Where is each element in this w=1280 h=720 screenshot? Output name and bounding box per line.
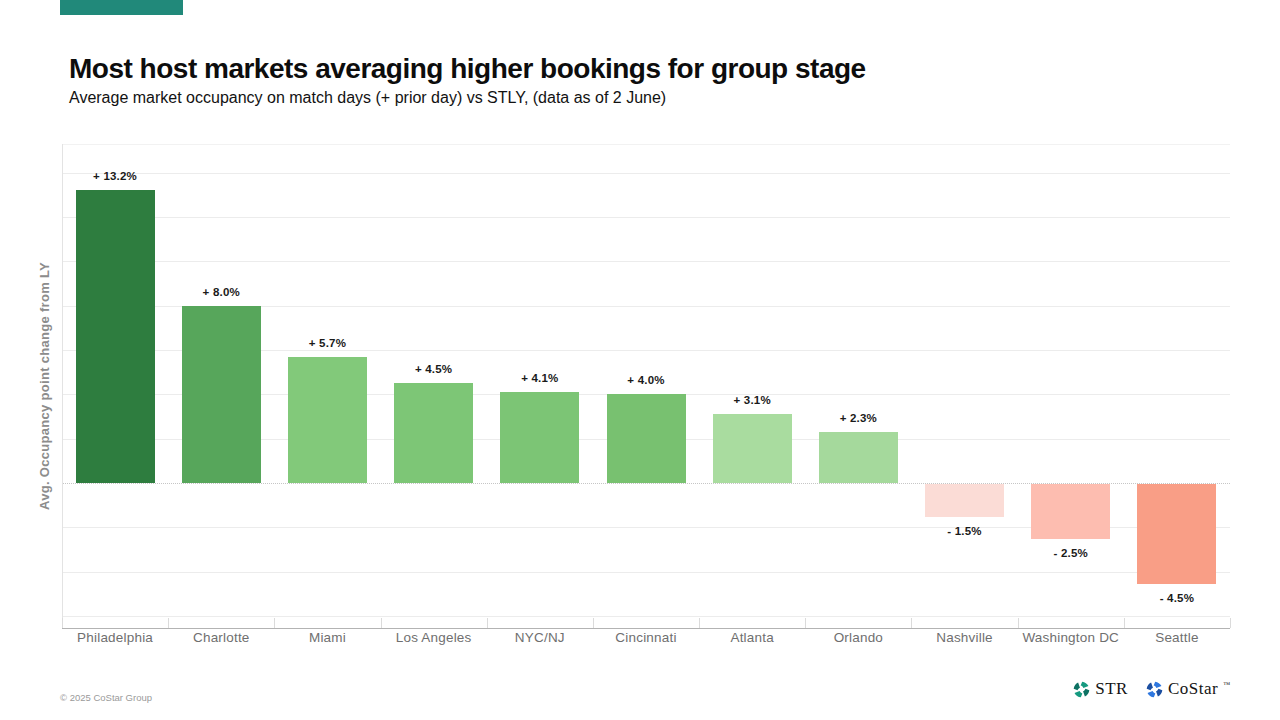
x-axis-tick xyxy=(1230,618,1231,628)
x-tick-label-nyc-nj: NYC/NJ xyxy=(487,630,593,645)
value-label-miami: + 5.7% xyxy=(279,337,375,349)
costar-trademark: ™ xyxy=(1223,681,1230,689)
str-logo: STR xyxy=(1073,679,1128,699)
bar-miami xyxy=(288,357,367,483)
costar-logo-text: CoStar xyxy=(1168,679,1218,699)
x-axis-tick xyxy=(381,618,382,628)
plot-top-border xyxy=(62,144,1230,145)
gridline xyxy=(62,261,1230,262)
bar-nyc-nj xyxy=(500,392,579,483)
x-tick-label-nashville: Nashville xyxy=(911,630,1017,645)
gridline xyxy=(62,572,1230,573)
brand-logos: STR CoStar ™ xyxy=(1073,679,1230,699)
x-axis-tick xyxy=(911,618,912,628)
value-label-orlando: + 2.3% xyxy=(810,412,906,424)
slide: Most host markets averaging higher booki… xyxy=(0,0,1280,720)
value-label-atlanta: + 3.1% xyxy=(704,394,800,406)
x-tick-label-philadelphia: Philadelphia xyxy=(62,630,168,645)
x-axis-tick xyxy=(274,618,275,628)
bar-philadelphia xyxy=(76,190,155,483)
x-tick-label-washington-dc: Washington DC xyxy=(1018,630,1124,645)
bar-atlanta xyxy=(713,414,792,483)
value-label-nashville: - 1.5% xyxy=(917,525,1013,537)
value-label-seattle: - 4.5% xyxy=(1129,592,1225,604)
gridline xyxy=(62,616,1230,617)
x-tick-label-seattle: Seattle xyxy=(1124,630,1230,645)
x-axis-tick xyxy=(699,618,700,628)
x-axis-tick xyxy=(487,618,488,628)
costar-pinwheel-icon xyxy=(1146,681,1163,698)
value-label-los-angeles: + 4.5% xyxy=(386,363,482,375)
bar-nashville xyxy=(925,484,1004,517)
x-axis-tick xyxy=(593,618,594,628)
copyright-text: © 2025 CoStar Group xyxy=(60,692,152,703)
bar-chart: Avg. Occupancy point change from LY + 13… xyxy=(0,0,1280,720)
bar-cincinnati xyxy=(607,394,686,483)
x-axis-tick xyxy=(62,618,63,628)
value-label-washington-dc: - 2.5% xyxy=(1023,547,1119,559)
gridline xyxy=(62,217,1230,218)
bar-washington-dc xyxy=(1031,484,1110,539)
y-axis-line xyxy=(62,144,63,628)
value-label-charlotte: + 8.0% xyxy=(173,286,269,298)
str-pinwheel-icon xyxy=(1073,681,1090,698)
gridline xyxy=(62,173,1230,174)
bar-los-angeles xyxy=(394,383,473,483)
x-axis-tick xyxy=(805,618,806,628)
x-tick-label-cincinnati: Cincinnati xyxy=(593,630,699,645)
x-axis-line xyxy=(62,628,1230,629)
x-axis-tick xyxy=(1018,618,1019,628)
costar-logo: CoStar ™ xyxy=(1146,679,1230,699)
x-tick-label-atlanta: Atlanta xyxy=(699,630,805,645)
bar-seattle xyxy=(1137,484,1216,584)
value-label-nyc-nj: + 4.1% xyxy=(492,372,588,384)
x-tick-label-miami: Miami xyxy=(274,630,380,645)
x-axis-tick xyxy=(168,618,169,628)
bar-orlando xyxy=(819,432,898,483)
bar-charlotte xyxy=(182,306,261,483)
str-logo-text: STR xyxy=(1095,679,1128,699)
x-tick-label-los-angeles: Los Angeles xyxy=(381,630,487,645)
x-tick-label-charlotte: Charlotte xyxy=(168,630,274,645)
value-label-philadelphia: + 13.2% xyxy=(67,170,163,182)
y-axis-label: Avg. Occupancy point change from LY xyxy=(37,262,52,510)
value-label-cincinnati: + 4.0% xyxy=(598,374,694,386)
x-tick-label-orlando: Orlando xyxy=(805,630,911,645)
x-axis-tick xyxy=(1124,618,1125,628)
